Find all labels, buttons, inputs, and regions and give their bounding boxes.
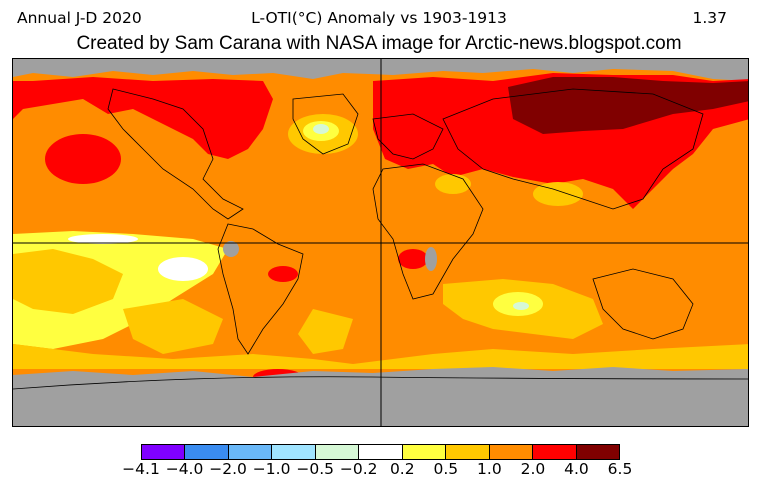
north-america-warm-region: [13, 77, 273, 159]
australia-outline: [592, 268, 694, 340]
equatorial-neutral-strip: [68, 234, 138, 244]
central-africa-missing-data: [425, 247, 437, 271]
north-pacific-warm-blob: [45, 134, 121, 184]
legend-swatch-7: [446, 445, 490, 459]
legend-swatch-0: [142, 445, 186, 459]
south-pacific-patch: [123, 299, 223, 354]
tropical-pacific-orange-patch: [13, 249, 123, 314]
legend-swatch-3: [272, 445, 316, 459]
legend-label-10: 4.0: [564, 460, 589, 478]
legend-label-5: −0.2: [339, 460, 378, 478]
africa-outline: [372, 163, 484, 300]
legend-swatch-9: [533, 445, 577, 459]
north-america-outline: [107, 88, 244, 220]
legend-swatch-6: [402, 445, 447, 459]
legend-label-0: −4.1: [122, 460, 160, 478]
continent-outlines: [13, 88, 748, 390]
south-america-outline: [217, 223, 304, 355]
map-canvas: [13, 59, 748, 426]
color-legend-bar: [141, 444, 620, 460]
greenland-outline: [292, 93, 359, 155]
legend-swatch-1: [185, 445, 229, 459]
south-atlantic-patch: [298, 309, 353, 354]
map-title: L-OTI(°C) Anomaly vs 1903-1913: [251, 9, 507, 27]
legend-label-1: −4.0: [165, 460, 204, 478]
legend-swatch-10: [576, 445, 619, 459]
legend-label-6: 0.2: [389, 460, 415, 478]
legend-label-4: −0.5: [296, 460, 334, 478]
southern-ocean-band: [13, 344, 748, 369]
asia-outline: [442, 88, 704, 210]
legend-label-8: 1.0: [477, 460, 502, 478]
middle-east-patch: [435, 174, 471, 194]
legend-swatch-2: [228, 445, 273, 459]
legend-label-11: 6.5: [607, 460, 633, 478]
legend-label-9: 2.0: [520, 460, 546, 478]
greenland-cold-spot: [313, 124, 329, 134]
legend-swatch-4: [315, 445, 360, 459]
color-legend-labels: −4.1 −4.0 −2.0 −1.0 −0.5 −0.2 0.2 0.5 1.0 2.0 4.0 6…: [0, 460, 758, 482]
pacific-neutral-spot: [158, 257, 208, 281]
temperature-anomaly-map: [12, 58, 749, 427]
map-credit: Created by Sam Carana with NASA image fo…: [76, 33, 682, 54]
antarctica-outline: [13, 376, 748, 390]
central-asia-patch: [533, 182, 583, 206]
legend-label-2: −2.0: [209, 460, 247, 478]
legend-label-7: 0.5: [433, 460, 459, 478]
indian-ocean-cold-spot: [513, 302, 529, 310]
amazon-missing-data: [223, 241, 239, 257]
siberia-hot-region: [508, 77, 748, 134]
global-mean-value: 1.37: [692, 9, 727, 27]
legend-swatch-8: [489, 445, 534, 459]
south-america-warm-spot: [268, 266, 298, 282]
map-period-label: Annual J-D 2020: [17, 9, 142, 27]
central-africa-warm-spot: [398, 249, 428, 269]
legend-label-3: −1.0: [252, 460, 291, 478]
legend-swatch-5: [359, 445, 403, 459]
